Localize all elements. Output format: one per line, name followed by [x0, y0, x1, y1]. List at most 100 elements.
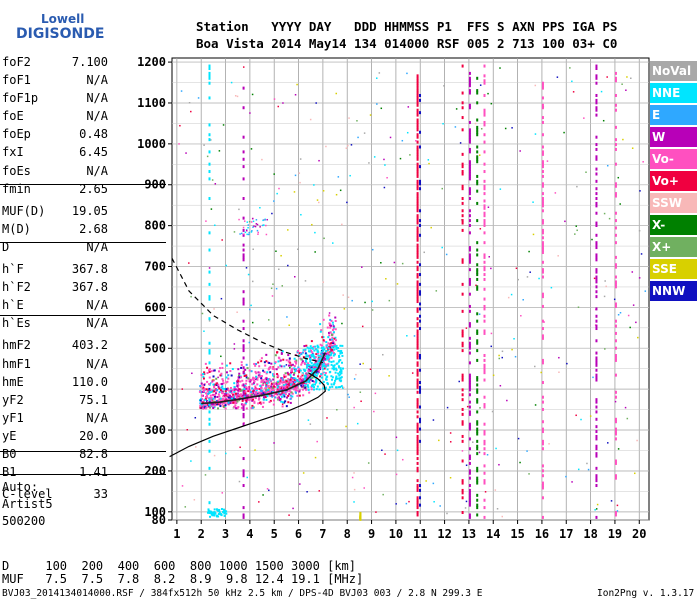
echo-point [569, 67, 571, 69]
echo-point [238, 395, 241, 398]
echo-point [272, 366, 274, 368]
echo-point [260, 384, 263, 387]
echo-point [329, 351, 332, 354]
echo-point [416, 452, 419, 456]
echo-point [267, 361, 270, 364]
echo-point [304, 384, 307, 387]
param-name: yF2 [2, 392, 24, 407]
echo-point [416, 147, 419, 151]
echo-point [315, 380, 318, 383]
echo-point [310, 350, 313, 353]
echo-point [541, 469, 544, 473]
echo-point [441, 187, 444, 190]
echo-point [242, 513, 245, 517]
echo-point [614, 395, 617, 399]
echo-point [315, 348, 318, 351]
echo-point [237, 377, 240, 380]
echo-point [219, 397, 222, 400]
echo-point [237, 406, 240, 409]
echo-point [361, 266, 363, 268]
echo-point [281, 350, 284, 353]
echo-point [323, 367, 326, 370]
echo-point [188, 262, 190, 264]
echo-point [307, 386, 310, 389]
echo-point [210, 370, 213, 373]
echo-point [242, 474, 245, 478]
echo-point [495, 447, 497, 450]
echo-point [468, 388, 471, 392]
echo-point [587, 468, 590, 471]
echo-point [461, 170, 464, 174]
echo-point [236, 311, 238, 313]
echo-point [419, 390, 422, 394]
echo-point [476, 241, 479, 245]
echo-point [254, 370, 257, 373]
echo-point [468, 484, 471, 488]
echo-point [241, 379, 244, 382]
echo-point [483, 187, 486, 191]
echo-point [237, 389, 240, 392]
echo-point [637, 336, 639, 339]
echo-point [225, 510, 228, 513]
echo-point [640, 253, 643, 255]
echo-point [416, 351, 419, 355]
echo-point [416, 184, 419, 188]
echo-point [248, 220, 251, 223]
echo-point [595, 466, 598, 470]
echo-point [614, 143, 617, 147]
echo-point [595, 135, 598, 139]
echo-point [265, 382, 268, 385]
echo-point [576, 229, 578, 232]
echo-point [282, 358, 285, 361]
echo-point [604, 280, 606, 282]
echo-point [541, 116, 544, 120]
echo-point [265, 372, 268, 375]
param-value: N/A [86, 109, 108, 124]
echo-point [416, 405, 419, 409]
echo-point [203, 144, 205, 146]
echo-point [238, 399, 241, 402]
echo-point [314, 364, 317, 367]
echo-point [416, 292, 419, 296]
echo-point [468, 140, 471, 144]
echo-point [288, 364, 291, 367]
echo-point [312, 373, 315, 376]
echo-point [242, 150, 245, 154]
echo-point [331, 346, 334, 349]
echo-point [272, 374, 275, 377]
echo-point [339, 359, 342, 362]
echo-point [629, 326, 631, 329]
echo-point [228, 390, 231, 393]
echo-point [258, 375, 261, 378]
echo-point [419, 111, 422, 115]
echo-point [353, 378, 356, 380]
echo-point [266, 379, 269, 382]
echo-point [454, 126, 457, 128]
echo-point [541, 106, 544, 110]
echo-point [476, 444, 479, 448]
legend-item-nne: NNE [650, 83, 697, 103]
echo-point [261, 405, 264, 408]
echo-point [330, 378, 333, 381]
echo-point [468, 282, 471, 286]
echo-point [362, 362, 364, 365]
echo-point [280, 351, 283, 354]
echo-point [253, 400, 256, 403]
echo-point [595, 280, 598, 284]
echo-point [468, 189, 471, 193]
echo-point [242, 371, 245, 375]
echo-point [461, 152, 464, 156]
echo-point [340, 349, 343, 352]
echo-point [289, 374, 292, 377]
echo-point [309, 358, 312, 361]
echo-point [401, 139, 404, 142]
echo-point [606, 76, 608, 78]
echo-point [419, 182, 422, 186]
echo-point [483, 162, 486, 166]
echo-point [313, 380, 316, 383]
echo-point [257, 391, 260, 394]
echo-point [297, 248, 299, 251]
echo-point [291, 382, 294, 385]
echo-point [325, 378, 328, 381]
echo-point [278, 386, 281, 389]
